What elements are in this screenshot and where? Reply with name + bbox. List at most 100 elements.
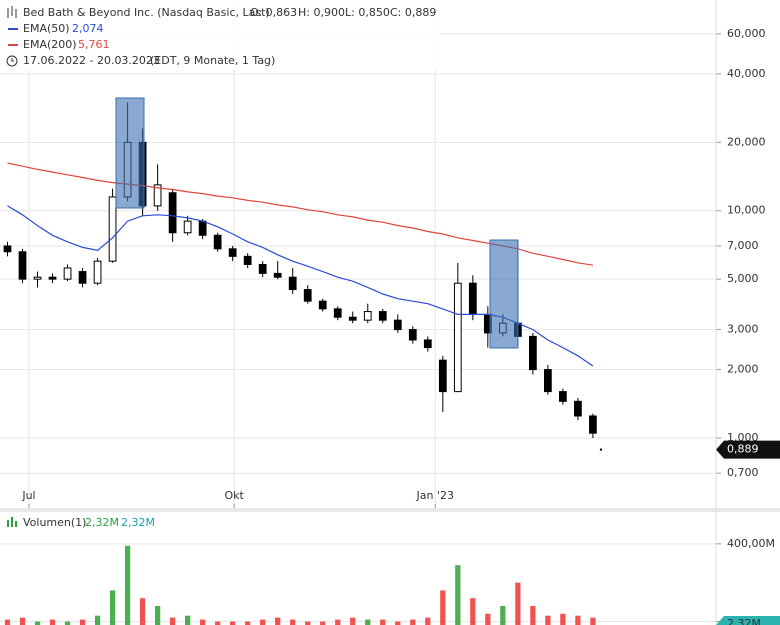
volume-bar: [64, 621, 71, 625]
volume-bar: [185, 615, 191, 625]
candle-body: [423, 339, 432, 349]
candle-body: [213, 234, 222, 250]
x-tick-label: Jan '23: [416, 489, 454, 502]
ohlc-label: H: 0,900: [298, 6, 345, 19]
volume-bar: [545, 615, 551, 625]
candle-body: [78, 271, 87, 284]
volume-bar: [230, 621, 236, 625]
volume-bar: [169, 617, 176, 625]
legend-background: [0, 0, 440, 70]
legend-value: 2,074: [72, 22, 104, 35]
candle-body: [453, 282, 462, 393]
volume-bar: [200, 619, 206, 625]
legend-swatch: [8, 28, 18, 30]
volume-bar: [500, 605, 506, 625]
clock-hand: [11, 58, 14, 62]
legend-entry: EMA(200): [23, 38, 77, 51]
candle-body: [288, 276, 297, 291]
candle-body: [333, 308, 342, 318]
volume-bar: [395, 621, 401, 625]
candle-body: [318, 300, 327, 310]
candle-body: [574, 400, 582, 417]
candle-body: [258, 264, 267, 274]
candle-body: [348, 316, 357, 321]
volume-bar: [440, 590, 446, 625]
volume-bar: [365, 619, 371, 625]
legend-title: Bed Bath & Beyond Inc. (Nasdaq Basic, La…: [23, 6, 270, 19]
y-tick-label: 0,700: [727, 466, 759, 479]
volume-bar: [410, 619, 416, 625]
volume-bar: [515, 582, 521, 625]
volume-bar: [470, 598, 476, 625]
volume-bar: [590, 617, 596, 625]
volume-legend: Volumen(1) 2,32M 2,32M: [7, 516, 155, 529]
volume-tag-bg: [716, 616, 780, 625]
volume-bar: [350, 617, 356, 625]
legend-swatch: [8, 44, 18, 46]
volume-bar: [260, 619, 266, 625]
candle-icon: [7, 6, 17, 18]
candle-body: [303, 289, 312, 302]
volume-bar: [154, 605, 161, 625]
candle-body: [544, 369, 552, 393]
candle-body: [589, 415, 597, 434]
candle-body: [273, 272, 282, 278]
volume-bar: [275, 617, 281, 625]
x-tick-label: Okt: [224, 489, 244, 502]
y-tick-label: 60,000: [727, 27, 766, 40]
volume-bar: [94, 615, 101, 625]
x-tick-label: Jul: [21, 489, 35, 502]
candle-body: [153, 184, 162, 207]
candle-body: [3, 245, 12, 253]
candle-body: [438, 359, 447, 393]
volume-bar: [305, 621, 311, 625]
volume-bar: [530, 605, 536, 625]
y-tick-label: 2,000: [727, 363, 759, 376]
y-tick-label: 40,000: [727, 67, 766, 80]
volume-icon: [7, 517, 17, 527]
clock-icon: [6, 55, 18, 67]
candle-body: [18, 251, 27, 280]
y-tick-label: 3,000: [727, 323, 759, 336]
candle-body: [228, 248, 237, 257]
candle-body: [48, 276, 57, 280]
volume-bar: [335, 619, 341, 625]
volume-bar: [79, 619, 86, 625]
y-tick-label: 5,000: [727, 272, 759, 285]
volume-bar: [380, 619, 386, 625]
y-tick-label: 10,000: [727, 204, 766, 217]
candle-body: [108, 196, 117, 262]
candle-body: [378, 311, 387, 321]
y-tick-label: 400,00M: [727, 537, 775, 550]
y-tick-label: 20,000: [727, 135, 766, 148]
ohlc-label: L: 0,850: [345, 6, 390, 19]
volume-bar: [575, 615, 581, 625]
volume-bar: [109, 590, 116, 625]
volume-bar: [4, 619, 11, 625]
candle-body: [168, 192, 177, 234]
legend-entry: EMA(50): [23, 22, 70, 35]
volume-title: Volumen(1): [23, 516, 86, 529]
candle-body: [63, 267, 72, 280]
volume-bar: [34, 621, 41, 625]
ohlc-label: O: 0,863: [250, 6, 297, 19]
candle-body: [559, 391, 567, 402]
volume-bar: [49, 619, 56, 625]
volume-bar: [139, 598, 146, 625]
volume-tag-label: 2,32M: [727, 617, 761, 625]
candle-body: [363, 311, 372, 321]
volume-legend-value: 2,32M: [85, 516, 119, 529]
y-tick-label: 7,000: [727, 239, 759, 252]
highlight-box: [489, 239, 519, 349]
highlight-box: [115, 97, 145, 209]
candle-body: [183, 220, 192, 234]
volume-bar: [245, 621, 251, 625]
candle-body: [243, 255, 252, 266]
volume-bar: [320, 621, 326, 625]
candle-body: [408, 329, 417, 341]
candle-body: [393, 319, 402, 331]
candle-body: [198, 220, 207, 236]
